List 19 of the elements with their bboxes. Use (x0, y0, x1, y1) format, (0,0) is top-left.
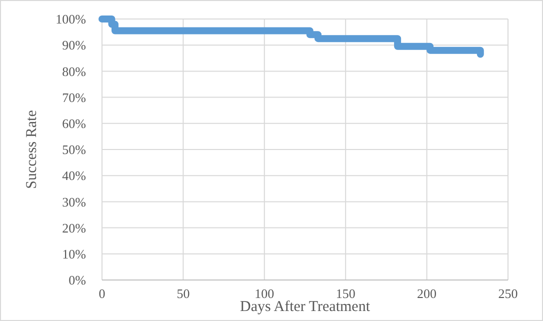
x-axis-title: Days After Treatment (240, 299, 371, 315)
y-tick-label: 50% (62, 142, 86, 158)
y-tick-label: 100% (56, 12, 86, 27)
y-tick-label: 10% (62, 246, 86, 262)
x-tick-label: 50 (176, 286, 190, 301)
y-tick-label: 60% (62, 116, 86, 131)
y-tick-label: 30% (62, 194, 86, 210)
y-tick-label: 20% (62, 220, 86, 236)
y-tick-label: 40% (62, 168, 86, 184)
x-tick-label: 0 (98, 286, 106, 301)
y-tick-label: 90% (62, 38, 86, 53)
y-tick-label: 0% (68, 272, 86, 288)
x-tick-label: 100 (254, 286, 274, 301)
y-tick-label: 70% (62, 90, 86, 105)
y-tick-label: 80% (62, 64, 86, 79)
y-axis-title: Success Rate (24, 110, 40, 189)
x-tick-label: 250 (498, 286, 518, 301)
x-tick-label: 200 (417, 286, 437, 301)
x-tick-label: 150 (336, 286, 356, 301)
